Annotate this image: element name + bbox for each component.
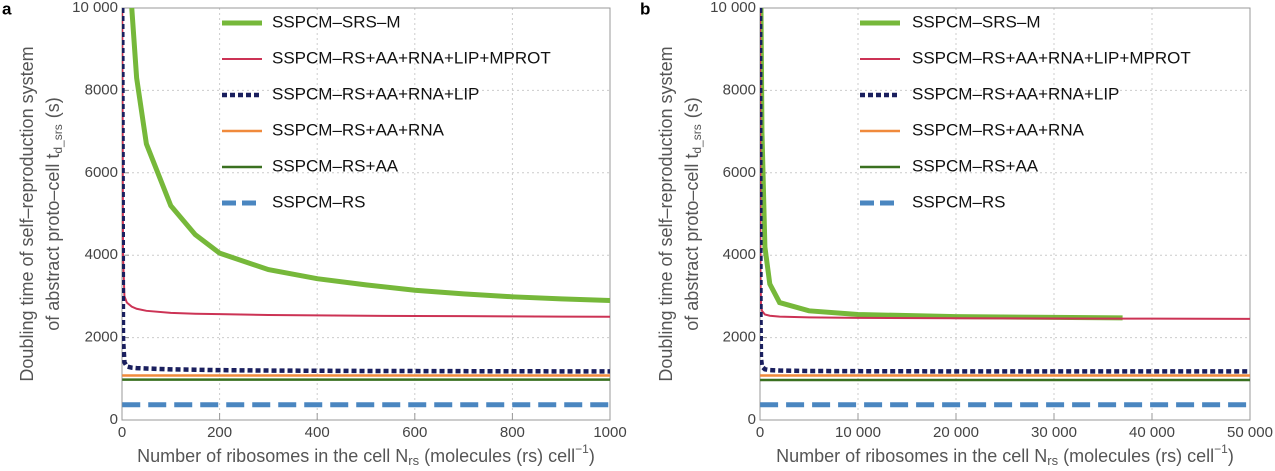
x-axis-label: Number of ribosomes in the cell Nrs (mol… [137, 442, 595, 468]
x-label-part: ) [1228, 446, 1234, 466]
x-tick-label: 50 000 [1227, 424, 1273, 441]
y-label-part: (s) [43, 97, 63, 118]
y-axis-label: Doubling time of self–reproduction syste… [656, 46, 676, 381]
y-axis-label: of abstract proto–cell td_srs (s) [682, 97, 704, 330]
y-tick-label: 10 000 [710, 0, 756, 16]
x-tick-label: 400 [305, 424, 330, 441]
y-tick-label: 8000 [85, 81, 118, 98]
x-tick-label: 200 [207, 424, 232, 441]
x-tick-label: 20 000 [933, 424, 979, 441]
y-tick-label: 0 [748, 411, 756, 428]
x-label-sub: rs [408, 453, 419, 468]
legend-label: SSPCM–SRS–M [272, 12, 400, 31]
panel: a 0 2000 4000 6000 8000 10 000 0 200 400 600 800 100… [2, 0, 627, 468]
legend-label: SSPCM–RS+AA+RNA [912, 120, 1085, 139]
legend-label: SSPCM–RS [912, 192, 1006, 211]
y-tick-label: 6000 [85, 164, 118, 181]
legend-label: SSPCM–RS+AA+RNA+LIP [272, 84, 479, 103]
panel: b 0 2000 4000 6000 8000 10 000 0 10 000 20 000 30 … [640, 0, 1273, 468]
series-line [760, 7, 1123, 321]
legend-label: SSPCM–SRS–M [912, 12, 1040, 31]
series-line [122, 7, 610, 374]
x-label-part: Number of ribosomes in the cell N [137, 446, 408, 466]
y-label-part: of abstract proto–cell t [43, 154, 63, 331]
legend-label: SSPCM–RS+AA+RNA+LIP+MPROT [912, 48, 1191, 67]
x-label-sup: −1 [1214, 442, 1228, 456]
y-axis-label: Doubling time of self–reproduction syste… [17, 46, 37, 381]
plot-frame [759, 7, 1251, 421]
x-label-part: (molecules (rs) cell [1058, 446, 1214, 466]
y-tick-label: 2000 [723, 329, 756, 346]
x-tick-label: 40 000 [1129, 424, 1175, 441]
x-tick-label: 1000 [593, 424, 626, 441]
y-tick-label: 0 [110, 411, 118, 428]
y-tick-label: 4000 [723, 246, 756, 263]
y-label-sub: d_srs [51, 124, 65, 153]
y-tick-label: 8000 [723, 81, 756, 98]
legend-label: SSPCM–RS+AA+RNA+LIP [912, 84, 1119, 103]
y-axis-label: of abstract proto–cell td_srs (s) [43, 97, 65, 330]
y-tick-label: 10 000 [72, 0, 118, 16]
x-axis-label: Number of ribosomes in the cell Nrs (mol… [776, 442, 1234, 468]
x-tick-label: 30 000 [1031, 424, 1077, 441]
panel-label: b [640, 0, 650, 18]
legend-label: SSPCM–RS+AA [272, 156, 399, 175]
x-tick-label: 600 [402, 424, 427, 441]
legend-label: SSPCM–RS+AA [912, 156, 1039, 175]
x-label-sup: −1 [575, 442, 589, 456]
x-tick-label: 800 [500, 424, 525, 441]
y-tick-label: 4000 [85, 246, 118, 263]
x-label-part: Number of ribosomes in the cell N [776, 446, 1047, 466]
x-label-part: (molecules (rs) cell [419, 446, 575, 466]
x-tick-label: 0 [118, 424, 126, 441]
legend-label: SSPCM–RS [272, 192, 366, 211]
x-label-part: ) [589, 446, 595, 466]
y-label-sub: d_srs [690, 124, 704, 153]
y-label-part: (s) [682, 97, 702, 118]
x-tick-label: 0 [756, 424, 764, 441]
y-tick-label: 6000 [723, 164, 756, 181]
x-label-sub: rs [1047, 453, 1058, 468]
legend-label: SSPCM–RS+AA+RNA [272, 120, 445, 139]
series-line [122, 7, 610, 318]
panel-label: a [2, 0, 12, 18]
series-line [129, 7, 610, 304]
series-line [760, 7, 1250, 374]
legend-label: SSPCM–RS+AA+RNA+LIP+MPROT [272, 48, 551, 67]
y-label-part: of abstract proto–cell t [682, 154, 702, 331]
y-tick-label: 2000 [85, 329, 118, 346]
x-tick-label: 10 000 [835, 424, 881, 441]
plot-frame [121, 7, 611, 421]
